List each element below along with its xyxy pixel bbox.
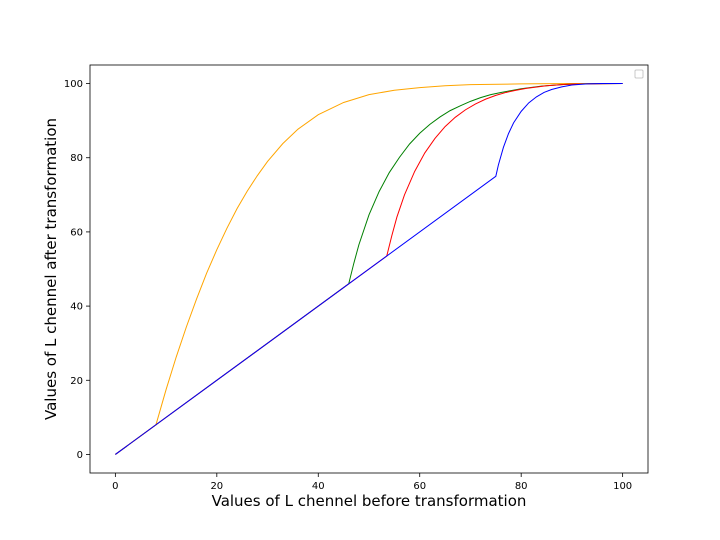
series-line-3 <box>115 83 623 455</box>
y-axis-label: Values of L chennel after transformation <box>42 118 60 420</box>
y-tick-label: 20 <box>70 376 83 387</box>
legend-box <box>634 69 644 79</box>
x-tick-label: 80 <box>515 481 528 492</box>
y-tick-label: 40 <box>70 302 83 313</box>
y-tick-label: 80 <box>70 153 83 164</box>
plot-area-frame <box>89 64 649 474</box>
x-axis-label: Values of L chennel before transformatio… <box>212 492 527 510</box>
x-tick-label: 20 <box>210 481 223 492</box>
y-tick-label: 100 <box>64 79 83 90</box>
x-tick-label: 40 <box>312 481 325 492</box>
series-line-1 <box>115 83 623 455</box>
x-axis: 0 20 40 60 80 100 <box>112 473 632 492</box>
x-tick-label: 0 <box>112 481 118 492</box>
y-axis: 0 20 40 60 80 100 <box>64 79 90 461</box>
series-line-4 <box>115 83 623 455</box>
y-tick-label: 0 <box>77 450 83 461</box>
y-tick-label: 60 <box>70 227 83 238</box>
series-layer <box>115 83 623 455</box>
x-tick-label: 60 <box>413 481 426 492</box>
x-tick-label: 100 <box>613 481 632 492</box>
